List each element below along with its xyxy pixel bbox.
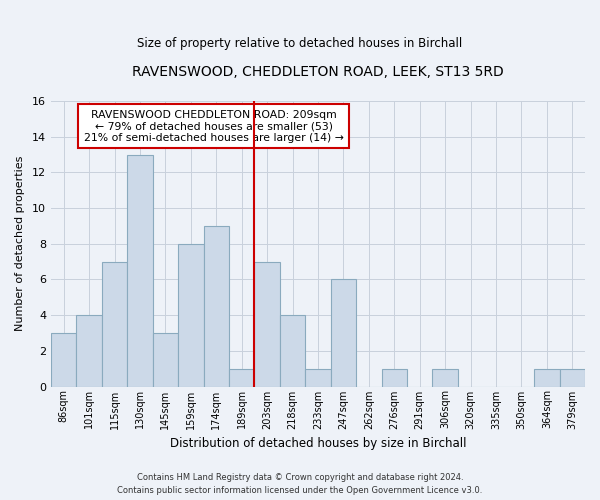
Text: Contains HM Land Registry data © Crown copyright and database right 2024.
Contai: Contains HM Land Registry data © Crown c…	[118, 473, 482, 495]
Bar	[102, 262, 127, 386]
Text: RAVENSWOOD CHEDDLETON ROAD: 209sqm
← 79% of detached houses are smaller (53)
21%: RAVENSWOOD CHEDDLETON ROAD: 209sqm ← 79%…	[84, 110, 344, 143]
X-axis label: Distribution of detached houses by size in Birchall: Distribution of detached houses by size …	[170, 437, 466, 450]
Bar	[382, 368, 407, 386]
Bar	[127, 154, 152, 386]
Bar	[51, 333, 76, 386]
Bar	[203, 226, 229, 386]
Bar	[76, 315, 102, 386]
Bar	[331, 280, 356, 386]
Bar	[305, 368, 331, 386]
Y-axis label: Number of detached properties: Number of detached properties	[15, 156, 25, 332]
Bar	[433, 368, 458, 386]
Bar	[152, 333, 178, 386]
Text: Size of property relative to detached houses in Birchall: Size of property relative to detached ho…	[137, 38, 463, 51]
Bar	[560, 368, 585, 386]
Bar	[534, 368, 560, 386]
Bar	[280, 315, 305, 386]
Bar	[178, 244, 203, 386]
Bar	[254, 262, 280, 386]
Bar	[229, 368, 254, 386]
Title: RAVENSWOOD, CHEDDLETON ROAD, LEEK, ST13 5RD: RAVENSWOOD, CHEDDLETON ROAD, LEEK, ST13 …	[132, 65, 504, 79]
